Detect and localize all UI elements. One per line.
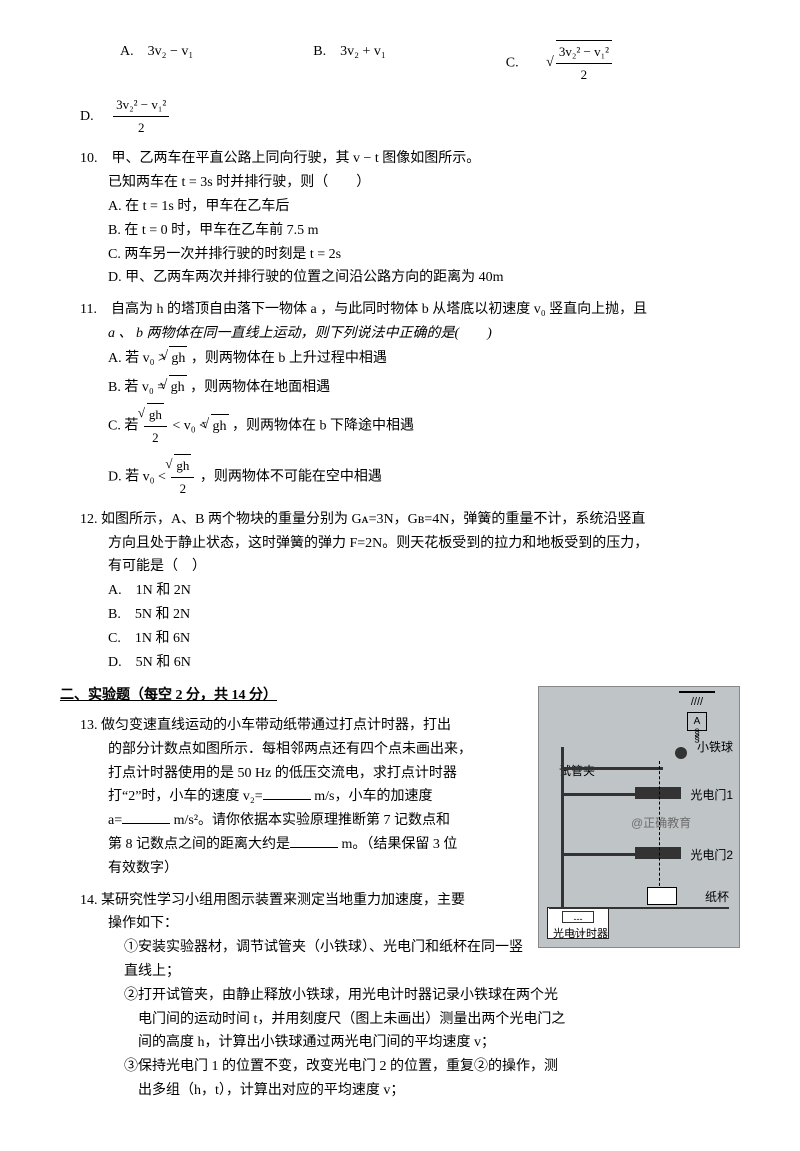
q10: 10. 甲、乙两车在平直公路上同向行驶，其 v − t 图像如图所示。 已知两车… (60, 147, 740, 290)
q9-d-prefix: D. (80, 109, 108, 124)
q12-b: B. 5N 和 2N (108, 603, 740, 627)
q13-l5b: m/s²。请你依据本实验原理推断第 7 记数点和 (170, 813, 450, 828)
q11-c-suffix: ，则两物体在 b 下降途中相遇 (229, 419, 415, 434)
q14-s2b: 电门间的运动时间 t，并用刻度尺（图上未画出）测量出两个光电门之 (138, 1008, 740, 1032)
blank-dist[interactable] (290, 833, 338, 848)
q9-c-prefix: C. (506, 55, 533, 70)
q11-d-prefix: D. 若 v₀ < (108, 469, 169, 484)
q9-c-den: 2 (556, 64, 612, 86)
q9-a-text: A. 3v₂ − v₁ (120, 44, 193, 59)
q11-c-sqrt1: gh (147, 403, 164, 426)
q11-c-prefix: C. 若 (108, 419, 142, 434)
q13-l4b: m/s，小车的加速度 (311, 789, 433, 804)
fig-gate1-label: 光电门1 (690, 785, 733, 805)
q13-l6a: 第 8 记数点之间的距离大约是 (108, 837, 290, 852)
q9-option-c: C. √3v₂² − v₁²2 (506, 40, 614, 86)
clamp-arm-icon (563, 767, 663, 770)
blank-a[interactable] (122, 809, 170, 824)
stand-icon (561, 747, 564, 917)
q10-stem1: 10. 甲、乙两车在平直公路上同向行驶，其 v − t 图像如图所示。 (80, 147, 740, 171)
q9-d-num: 3v₂² − v₁² (113, 94, 169, 117)
fig-clamp-label: 试管夹 (559, 761, 595, 781)
q9-b-text: B. 3v₂ + v₁ (313, 44, 386, 59)
q11-c-den1: 2 (144, 427, 167, 449)
q14-s2a: ②打开试管夹，由静止释放小铁球，用光电计时器记录小铁球在两个光 (124, 984, 740, 1008)
fig-gate2-label: 光电门2 (690, 845, 733, 865)
dashed-line-icon (659, 761, 660, 891)
q9-option-d: D. 3v₂² − v₁²2 (80, 94, 740, 139)
fig-ball-label: 小铁球 (697, 737, 733, 757)
q9-option-b: B. 3v₂ + v₁ (313, 40, 386, 86)
q11-d-suffix: ，则两物体不可能在空中相遇 (200, 469, 382, 484)
gate2-icon (635, 847, 681, 859)
watermark-text: @正确教育 (631, 813, 691, 833)
q11-opt-d: D. 若 v₀ < gh2 ，则两物体不可能在空中相遇 (108, 454, 740, 500)
q12-stem2: 方向且处于静止状态，这时弹簧的弹力 F=2N。则天花板受到的拉力和地板受到的压力… (108, 532, 740, 556)
q9-option-a: A. 3v₂ − v₁ (120, 40, 193, 86)
q11-b-sqrt: gh (169, 375, 187, 400)
blank-v2[interactable] (263, 785, 311, 800)
q10-stem2: 已知两车在 t = 3s 时并排行驶，则（ ） (108, 171, 740, 195)
q11: 11. 自高为 h 的塔顶自由落下一物体 a ，与此同时物体 b 从塔底以初速度… (60, 298, 740, 500)
q12-a: A. 1N 和 2N (108, 579, 740, 603)
q14-s2c: 间的高度 h，计算出小铁球通过两光电门间的平均速度 v； (138, 1031, 740, 1055)
q10-b: B. 在 t = 0 时，甲车在乙车前 7.5 m (108, 219, 740, 243)
q13-l6b: m。（结果保留 3 位 (338, 837, 457, 852)
q12-c: C. 1N 和 6N (108, 627, 740, 651)
q14-s3a: ③保持光电门 1 的位置不变，改变光电门 2 的位置，重复②的操作，测 (124, 1055, 740, 1079)
apparatus-figure: //// A §§ 小铁球 试管夹 光电门1 @正确教育 光电门2 纸杯 ---… (538, 686, 740, 948)
q12-d: D. 5N 和 6N (108, 651, 740, 675)
q12-stem1: 12. 如图所示，A、B 两个物块的重量分别为 Gᴀ=3N，Gʙ=4N，弹簧的重… (80, 508, 740, 532)
q11-stem1: 11. 自高为 h 的塔顶自由落下一物体 a ，与此同时物体 b 从塔底以初速度… (80, 298, 740, 322)
q10-c: C. 两车另一次并排行驶的时刻是 t = 2s (108, 243, 740, 267)
q11-opt-b: B. 若 v₀ = gh ，则两物体在地面相遇 (108, 375, 740, 400)
q11-opt-a: A. 若 v₀ > gh ，则两物体在 b 上升过程中相遇 (108, 346, 740, 371)
q11-c-sqrt2: gh (211, 414, 229, 439)
q13-l5a: a= (108, 813, 122, 828)
table-line-icon (549, 907, 729, 909)
q9-d-den: 2 (113, 117, 169, 139)
q11-d-den: 2 (171, 478, 194, 500)
fig-timer-label: 光电计时器 (553, 925, 608, 944)
q11-stem2: a 、 b 两物体在同一直线上运动，则下列说法中正确的是( ) (108, 322, 740, 346)
gate2-arm-icon (563, 853, 635, 856)
q10-d: D. 甲、乙两车两次并排行驶的位置之间沿公路方向的距离为 40m (108, 266, 740, 290)
q10-a: A. 在 t = 1s 时，甲车在乙车后 (108, 195, 740, 219)
q14-s3b: 出多组（h，t），计算出对应的平均速度 v； (138, 1079, 740, 1103)
cup-icon (647, 887, 677, 905)
q11-d-sqrt: gh (174, 454, 191, 477)
q11-opt-c: C. 若 gh2 < v₀ < gh ，则两物体在 b 下降途中相遇 (108, 403, 740, 449)
q9-options-row: A. 3v₂ − v₁ B. 3v₂ + v₁ C. √3v₂² − v₁²2 (120, 40, 740, 86)
q12: 12. 如图所示，A、B 两个物块的重量分别为 Gᴀ=3N，Gʙ=4N，弹簧的重… (60, 508, 740, 675)
ball-icon (675, 747, 687, 759)
q11-b-suffix: ，则两物体在地面相遇 (187, 380, 331, 395)
q12-stem3: 有可能是（ ） (108, 555, 740, 579)
gate1-arm-icon (563, 793, 635, 796)
q13-l4a: 打“2”时，小车的速度 v₂= (108, 789, 263, 804)
gate1-icon (635, 787, 681, 799)
fig-cup-label: 纸杯 (705, 887, 729, 907)
q11-a-suffix: ，则两物体在 b 上升过程中相遇 (187, 351, 387, 366)
q9-c-num: 3v₂² − v₁² (556, 41, 612, 64)
q11-a-sqrt: gh (169, 346, 187, 371)
